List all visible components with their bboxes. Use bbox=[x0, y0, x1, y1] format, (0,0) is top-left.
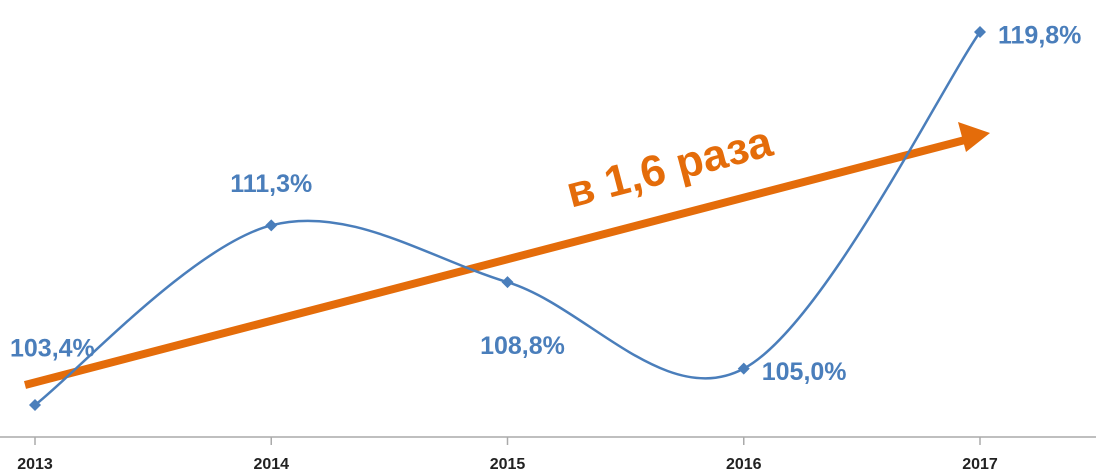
trend-arrow-head bbox=[958, 122, 990, 152]
trend-arrow bbox=[23, 136, 967, 389]
data-label: 119,8% bbox=[998, 22, 1081, 50]
point bbox=[29, 399, 41, 411]
x-tick-label: 2017 bbox=[962, 456, 998, 473]
x-tick-label: 2016 bbox=[726, 456, 762, 473]
data-label: 111,3% bbox=[230, 170, 312, 198]
data-label: 105,0% bbox=[762, 358, 847, 386]
data-label: 108,8% bbox=[480, 332, 565, 360]
data-label: 103,4% bbox=[10, 335, 95, 363]
point bbox=[737, 362, 750, 375]
point bbox=[974, 26, 986, 38]
x-tick-label: 2015 bbox=[490, 456, 526, 473]
annotation: в 1,6 раза bbox=[561, 117, 777, 218]
x-tick-label: 2013 bbox=[17, 456, 53, 473]
x-tick-label: 2014 bbox=[253, 456, 289, 473]
point bbox=[501, 276, 514, 289]
line bbox=[34, 31, 982, 406]
point bbox=[265, 219, 278, 232]
